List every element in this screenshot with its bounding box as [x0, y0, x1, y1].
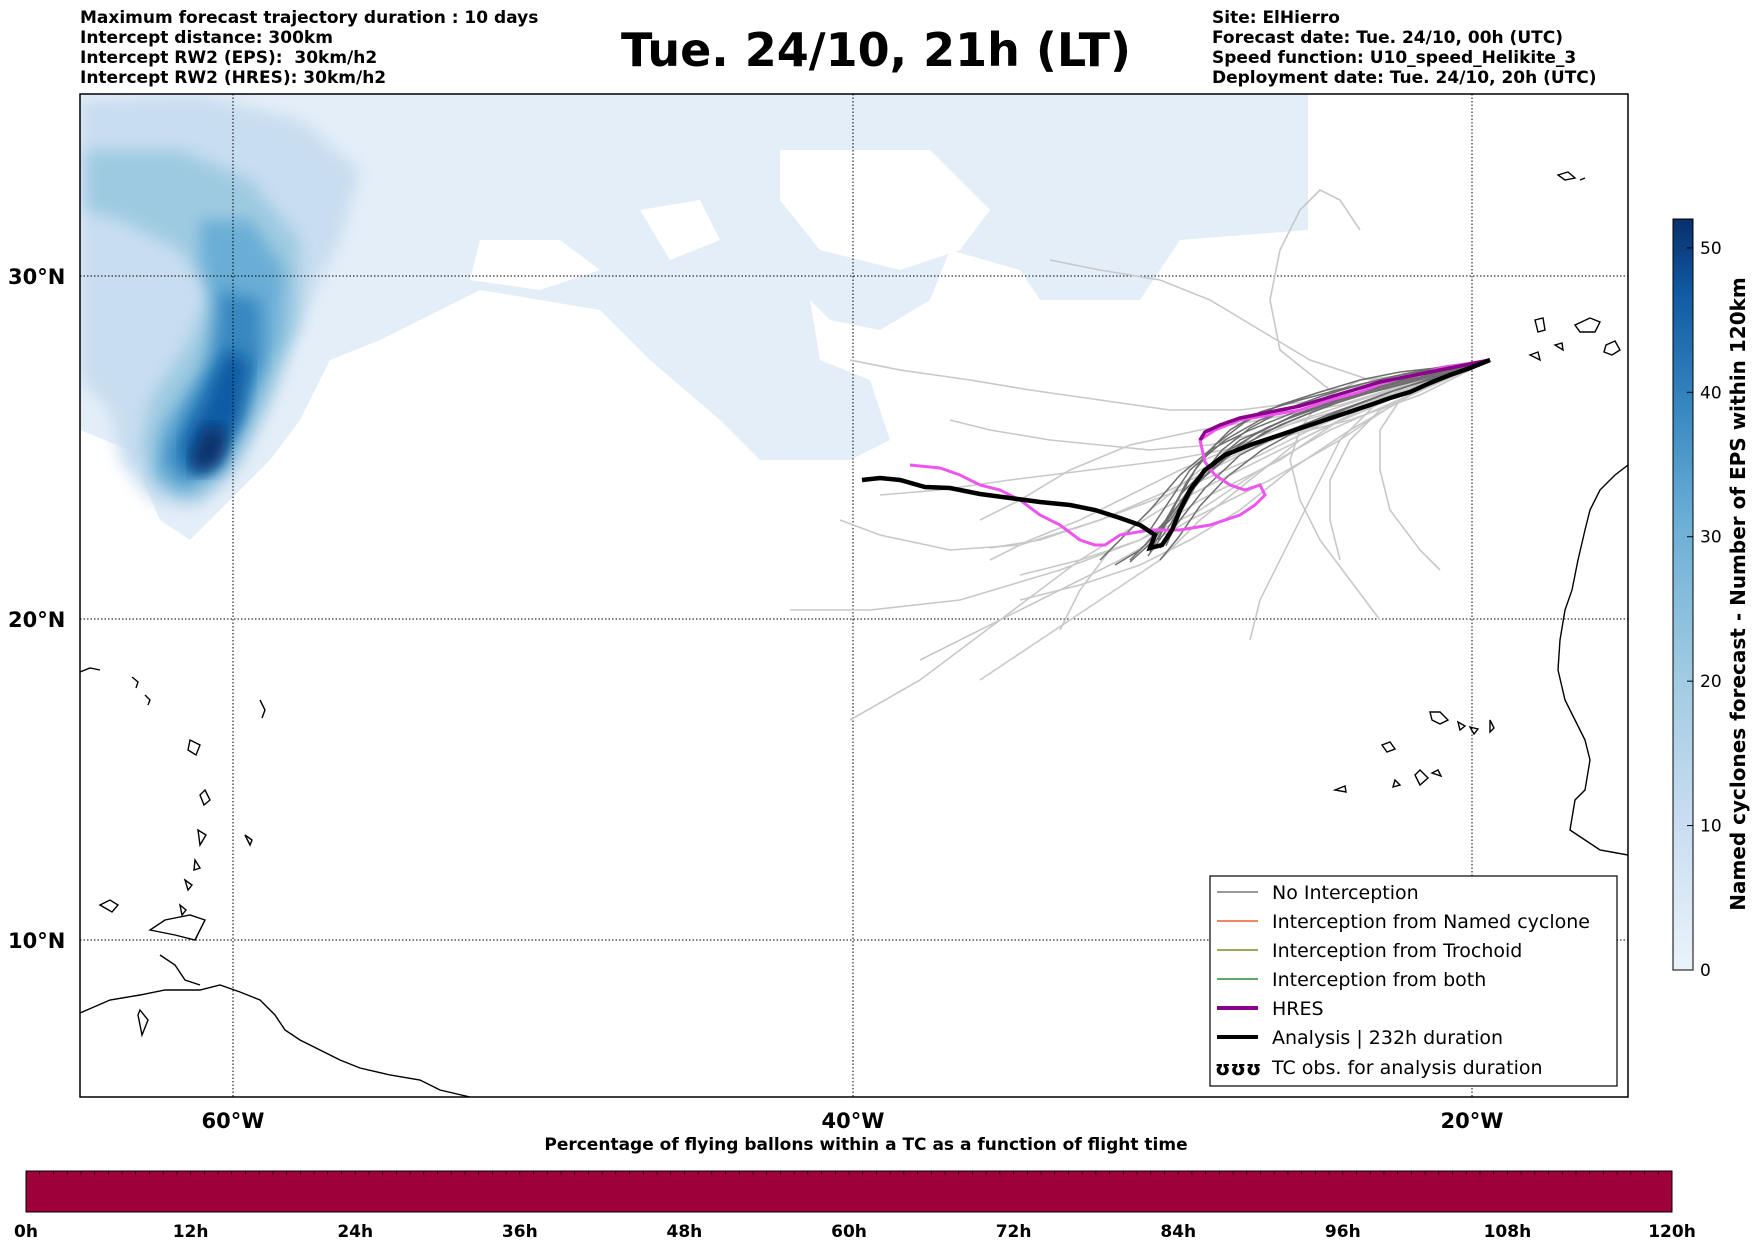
legend-label-both: Interception from both	[1272, 969, 1486, 991]
header-right-info: Site: ElHierro Forecast date: Tue. 24/10…	[1212, 8, 1597, 88]
colorbar-tick-label: 20	[1700, 672, 1722, 692]
timeline-tick-label: 12h	[173, 1222, 209, 1241]
timeline-tick-label: 24h	[337, 1222, 373, 1241]
colorbar-tick-label: 30	[1700, 528, 1722, 548]
lat-label-10n: 10°N	[8, 929, 65, 953]
legend: No Interception Interception from Named …	[1209, 875, 1618, 1087]
timeline: Percentage of flying ballons within a TC…	[14, 1135, 1696, 1241]
legend-label-no-interception: No Interception	[1272, 882, 1419, 904]
legend-label-tc-obs: TC obs. for analysis duration	[1271, 1057, 1543, 1079]
colorbar-gradient	[1672, 218, 1694, 971]
timeline-ticks: 0h 12h 24h 36h 48h 60h 72h 84h 96h 108h 120h	[14, 1171, 1696, 1241]
page-title: Tue. 24/10, 21h (LT)	[621, 23, 1131, 77]
legend-label-analysis: Analysis | 232h duration	[1272, 1027, 1503, 1049]
map-panel: 30°N 20°N 10°N 60°W 40°W 20°W	[8, 93, 1629, 1133]
analysis-trajectory	[861, 357, 1491, 552]
lat-label-20n: 20°N	[8, 608, 65, 632]
header-left-line: Intercept RW2 (EPS): 30km/h2	[80, 48, 378, 68]
timeline-tick-label: 120h	[1648, 1222, 1696, 1241]
legend-label-named-cyclone: Interception from Named cyclone	[1272, 911, 1590, 933]
map-frame	[79, 93, 1629, 1098]
header-right-line: Site: ElHierro	[1212, 8, 1340, 28]
tc-obs-symbol-icon: ʊʊʊ	[1215, 1056, 1261, 1080]
header-left-line: Intercept RW2 (HRES): 30km/h2	[80, 68, 387, 88]
gridlines	[80, 94, 1628, 1097]
hres-trajectory	[1198, 358, 1491, 441]
colorbar-label: Named cyclones forecast - Number of EPS …	[1726, 277, 1750, 911]
colorbar-tick-label: 0	[1700, 961, 1711, 981]
lat-label-30n: 30°N	[8, 265, 65, 289]
timeline-tick-label: 48h	[667, 1222, 703, 1241]
colorbar-tick-label: 50	[1700, 239, 1722, 259]
header-right-line: Speed function: U10_speed_Helikite_3	[1212, 48, 1577, 68]
timeline-tick-label: 108h	[1484, 1222, 1532, 1241]
legend-label-trochoid: Interception from Trochoid	[1272, 940, 1522, 962]
lon-label-40w: 40°W	[822, 1109, 885, 1133]
header-left-line: Intercept distance: 300km	[80, 28, 333, 48]
colorbar-tick-label: 40	[1700, 383, 1722, 403]
axis-labels: 30°N 20°N 10°N 60°W 40°W 20°W	[8, 265, 1503, 1133]
cyclone-density-field	[80, 94, 1308, 540]
header-left-line: Maximum forecast trajectory duration : 1…	[80, 8, 539, 28]
timeline-tick-label: 72h	[996, 1222, 1032, 1241]
header-left-info: Maximum forecast trajectory duration : 1…	[80, 8, 538, 88]
timeline-tick-label: 96h	[1325, 1222, 1361, 1241]
colorbar: 0 10 20 30 40 50 Named cyclones forecast - Nu…	[1672, 218, 1750, 981]
header-right-line: Forecast date: Tue. 24/10, 00h (UTC)	[1212, 28, 1563, 48]
timeline-tick-label: 36h	[502, 1222, 538, 1241]
legend-box	[1209, 875, 1618, 1087]
eps-light-trajectories	[790, 189, 1491, 721]
timeline-bar	[25, 1170, 1673, 1213]
timeline-tick-label: 60h	[831, 1222, 867, 1241]
lon-label-20w: 20°W	[1441, 1109, 1504, 1133]
colorbar-tick-label: 10	[1700, 817, 1722, 837]
timeline-tick-label: 84h	[1160, 1222, 1196, 1241]
colorbar-ticks: 0 10 20 30 40 50	[1687, 239, 1722, 981]
lon-label-60w: 60°W	[202, 1109, 265, 1133]
timeline-tick-label: 0h	[14, 1222, 38, 1241]
hres-trajectory-late	[909, 358, 1491, 547]
legend-label-hres: HRES	[1272, 998, 1324, 1020]
timeline-caption: Percentage of flying ballons within a TC…	[544, 1135, 1187, 1155]
coastlines	[80, 171, 1628, 1097]
header-right-line: Deployment date: Tue. 24/10, 20h (UTC)	[1212, 68, 1597, 88]
